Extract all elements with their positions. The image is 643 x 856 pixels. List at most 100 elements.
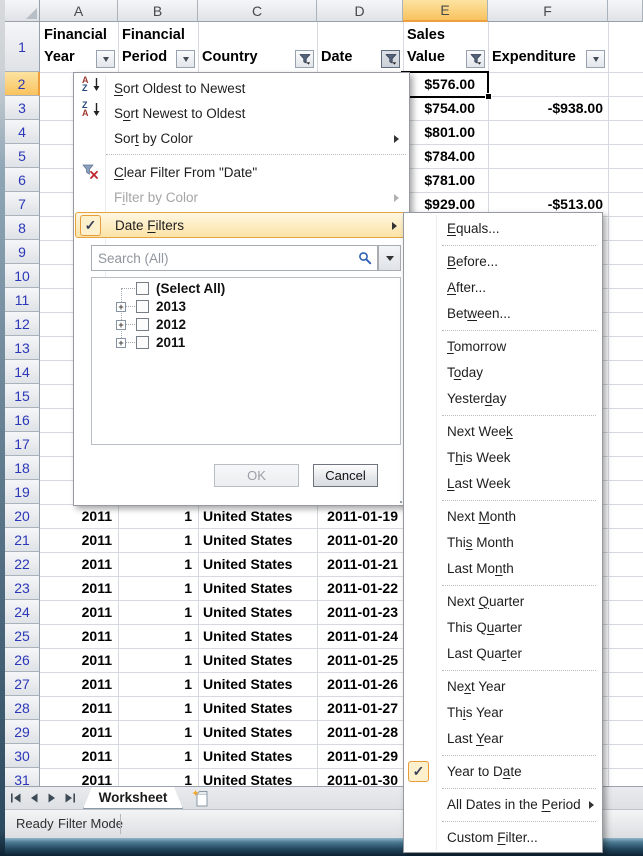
cell-D30[interactable]: 2011-01-29	[327, 748, 398, 764]
cell-C26[interactable]: United States	[203, 652, 293, 668]
next-sheet-button[interactable]	[45, 791, 59, 805]
cell-B29[interactable]: 1	[184, 724, 192, 740]
row-header-13[interactable]: 13	[5, 336, 40, 360]
expand-plus-icon[interactable]: +	[116, 320, 126, 330]
row-header-7[interactable]: 7	[5, 192, 40, 216]
column-header-D[interactable]: D	[317, 0, 403, 22]
checkbox[interactable]	[136, 282, 149, 295]
row-header-21[interactable]: 21	[5, 528, 40, 552]
column-header-A[interactable]: A	[40, 0, 118, 22]
cell-C28[interactable]: United States	[203, 700, 293, 716]
row-header-28[interactable]: 28	[5, 696, 40, 720]
cell-C29[interactable]: United States	[203, 724, 293, 740]
submenu-item-next-week[interactable]: Next Week	[405, 419, 602, 445]
menu-item-date-filters[interactable]: ✓ Date Filters	[75, 212, 408, 238]
filter-funnel-button-D[interactable]	[381, 50, 400, 68]
submenu-item-year-to-date[interactable]: ✓ Year to Date	[405, 759, 602, 785]
cell-F7[interactable]: -$513.00	[547, 196, 603, 212]
cell-E2[interactable]: $576.00	[424, 76, 475, 92]
column-header-C[interactable]: C	[198, 0, 317, 22]
cell-D23[interactable]: 2011-01-22	[327, 580, 398, 596]
cell-C22[interactable]: United States	[203, 556, 293, 572]
column-header-F[interactable]: F	[488, 0, 608, 22]
submenu-item-between[interactable]: Between...	[405, 301, 602, 327]
filter-dropdown-button-B[interactable]	[176, 50, 195, 68]
cell-C23[interactable]: United States	[203, 580, 293, 596]
submenu-item-today[interactable]: Today	[405, 360, 602, 386]
row-header-11[interactable]: 11	[5, 288, 40, 312]
cell-D31[interactable]: 2011-01-30	[327, 772, 398, 788]
menu-item-filter-by-color[interactable]: Filter by Color	[75, 185, 409, 210]
last-sheet-button[interactable]	[63, 791, 77, 805]
row-header-16[interactable]: 16	[5, 408, 40, 432]
cell-A24[interactable]: 2011	[81, 604, 112, 620]
row-header-3[interactable]: 3	[5, 96, 40, 120]
row-header-10[interactable]: 10	[5, 264, 40, 288]
cell-A29[interactable]: 2011	[81, 724, 112, 740]
cell-B30[interactable]: 1	[184, 748, 192, 764]
cell-D29[interactable]: 2011-01-28	[327, 724, 398, 740]
sheet-tab-worksheet[interactable]: Worksheet	[83, 787, 183, 809]
cell-B24[interactable]: 1	[184, 604, 192, 620]
header-cell-B[interactable]: Financial Period	[118, 22, 198, 72]
menu-item-clear-filter-from-date[interactable]: Clear Filter From "Date"	[75, 160, 409, 185]
checkbox[interactable]	[136, 300, 149, 313]
row-header-9[interactable]: 9	[5, 240, 40, 264]
cell-E6[interactable]: $781.00	[424, 172, 475, 188]
submenu-item-before[interactable]: Before...	[405, 249, 602, 275]
submenu-item-next-year[interactable]: Next Year	[405, 674, 602, 700]
row-header-6[interactable]: 6	[5, 168, 40, 192]
row-header-24[interactable]: 24	[5, 600, 40, 624]
cell-D25[interactable]: 2011-01-24	[327, 628, 398, 644]
submenu-item-this-month[interactable]: This Month	[405, 530, 602, 556]
row-header-12[interactable]: 12	[5, 312, 40, 336]
ok-button[interactable]: OK	[214, 464, 299, 487]
cell-C27[interactable]: United States	[203, 676, 293, 692]
row-header-2[interactable]: 2	[5, 72, 40, 96]
menu-item-sort-by-color[interactable]: Sort by Color	[75, 126, 409, 151]
row-header-26[interactable]: 26	[5, 648, 40, 672]
submenu-item-last-year[interactable]: Last Year	[405, 726, 602, 752]
row-header-4[interactable]: 4	[5, 120, 40, 144]
submenu-item-equals[interactable]: Equals...	[405, 216, 602, 242]
cell-B20[interactable]: 1	[184, 508, 192, 524]
row-header-18[interactable]: 18	[5, 456, 40, 480]
row-header-8[interactable]: 8	[5, 216, 40, 240]
cell-D22[interactable]: 2011-01-21	[327, 556, 398, 572]
row-header-27[interactable]: 27	[5, 672, 40, 696]
filter-value-2012[interactable]: +2012	[92, 316, 400, 334]
submenu-item-all-dates-in-the-period[interactable]: All Dates in the Period	[405, 792, 602, 818]
submenu-item-yesterday[interactable]: Yesterday	[405, 386, 602, 412]
select-all-corner[interactable]	[5, 0, 40, 22]
header-cell-A[interactable]: Financial Year	[40, 22, 118, 72]
submenu-item-tomorrow[interactable]: Tomorrow	[405, 334, 602, 360]
submenu-item-custom-filter[interactable]: Custom Filter...	[405, 825, 602, 851]
filter-value-2013[interactable]: +2013	[92, 298, 400, 316]
cell-A28[interactable]: 2011	[81, 700, 112, 716]
row-header-15[interactable]: 15	[5, 384, 40, 408]
cell-B25[interactable]: 1	[184, 628, 192, 644]
cell-D27[interactable]: 2011-01-26	[327, 676, 398, 692]
submenu-item-this-week[interactable]: This Week	[405, 445, 602, 471]
cell-A26[interactable]: 2011	[81, 652, 112, 668]
cell-E5[interactable]: $784.00	[424, 148, 475, 164]
cell-B22[interactable]: 1	[184, 556, 192, 572]
header-cell-F[interactable]: Expenditure	[488, 22, 608, 72]
cell-A31[interactable]: 2011	[81, 772, 112, 788]
cell-E7[interactable]: $929.00	[424, 196, 475, 212]
submenu-item-this-quarter[interactable]: This Quarter	[405, 615, 602, 641]
filter-dropdown-button-A[interactable]	[96, 50, 115, 68]
column-header-B[interactable]: B	[118, 0, 198, 22]
search-dropdown-button[interactable]	[378, 245, 401, 271]
cell-C31[interactable]: United States	[203, 772, 293, 788]
filter-value-select-all[interactable]: (Select All)	[92, 280, 400, 298]
cell-C25[interactable]: United States	[203, 628, 293, 644]
header-cell-D[interactable]: Date	[317, 22, 403, 72]
menu-item-sort-newest-to-oldest[interactable]: Z A Sort Newest to Oldest	[75, 101, 409, 126]
cell-D21[interactable]: 2011-01-20	[327, 532, 398, 548]
cell-B27[interactable]: 1	[184, 676, 192, 692]
row-header-1[interactable]: 1	[5, 22, 40, 72]
row-header-23[interactable]: 23	[5, 576, 40, 600]
filter-dropdown-button-F[interactable]	[586, 50, 605, 68]
submenu-item-last-week[interactable]: Last Week	[405, 471, 602, 497]
